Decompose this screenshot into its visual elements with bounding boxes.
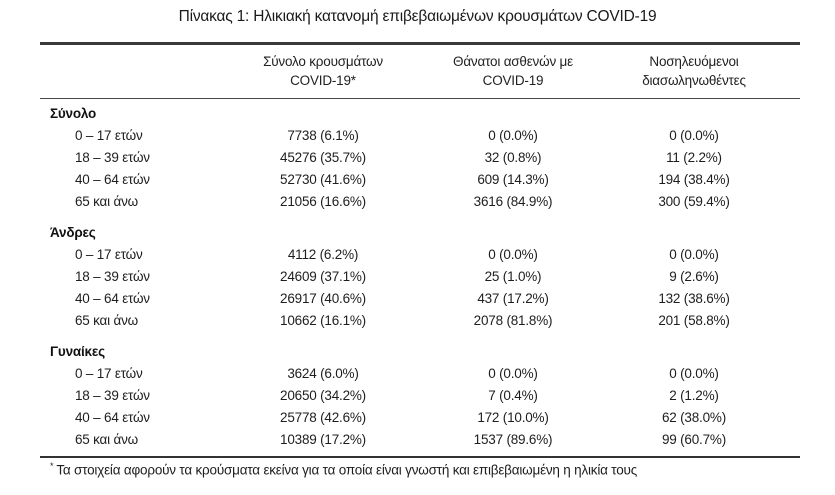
intubated-value: 0 (0.0%): [669, 128, 719, 143]
cases-value: 7738 (6.1%): [287, 128, 359, 143]
header-intubated-column: Νοσηλευόμενοι διασωληνωθέντες: [588, 52, 800, 90]
cases-value: 3624 (6.0%): [287, 366, 359, 381]
intubated-value: 99 (60.7%): [661, 432, 727, 447]
header-intubated-line2: διασωληνωθέντες: [642, 73, 746, 88]
age-group-label: 65 και άνω: [75, 313, 139, 328]
intubated-value: 11 (2.2%): [666, 150, 722, 165]
intubated-value: 132 (38.6%): [658, 291, 730, 306]
table-bottom-rule: [40, 456, 800, 458]
cases-value: 45276 (35.7%): [280, 150, 366, 165]
intubated-value: 62 (38.0%): [661, 410, 727, 425]
header-deaths-column: Θάνατοι ασθενών με COVID-19: [438, 52, 588, 90]
deaths-value: 25 (1.0%): [484, 269, 542, 284]
cases-value: 10662 (16.1%): [280, 313, 366, 328]
intubated-value: 9 (2.6%): [669, 269, 719, 284]
age-group-label: 40 – 64 ετών: [75, 291, 150, 306]
table-row: 65 και άνω 10662 (16.1%) 2078 (81.8%) 20…: [40, 310, 800, 332]
table-row: 18 – 39 ετών 24609 (37.1%) 25 (1.0%) 9 (…: [40, 266, 800, 288]
cases-value: 10389 (17.2%): [280, 432, 366, 447]
age-group-label: 18 – 39 ετών: [75, 150, 150, 165]
table-row: 0 – 17 ετών 3624 (6.0%) 0 (0.0%) 0 (0.0%…: [40, 363, 800, 385]
header-cases-column: Σύνολο κρουσμάτων COVID-19*: [208, 52, 438, 90]
footnote-asterisk-marker: *: [50, 461, 54, 471]
table-row: 40 – 64 ετών 26917 (40.6%) 437 (17.2%) 1…: [40, 288, 800, 310]
deaths-value: 609 (14.3%): [477, 172, 549, 187]
age-group-label: 0 – 17 ετών: [75, 247, 143, 262]
deaths-value: 32 (0.8%): [484, 150, 542, 165]
table-row: 65 και άνω 21056 (16.6%) 3616 (84.9%) 30…: [40, 191, 800, 213]
age-group-label: 65 και άνω: [75, 432, 139, 447]
table-row: 65 και άνω 10389 (17.2%) 1537 (89.6%) 99…: [40, 429, 800, 451]
section-women-label: Γυναίκες: [50, 344, 105, 359]
intubated-value: 300 (59.4%): [658, 194, 730, 209]
age-group-label: 0 – 17 ετών: [75, 366, 143, 381]
table-footnote: * Τα στοιχεία αφορούν τα κρούσματα εκείνα…: [40, 458, 800, 478]
age-group-label: 18 – 39 ετών: [75, 269, 150, 284]
intubated-value: 2 (1.2%): [669, 388, 719, 403]
table-row: 18 – 39 ετών 45276 (35.7%) 32 (0.8%) 11 …: [40, 147, 800, 169]
intubated-value: 0 (0.0%): [669, 247, 719, 262]
header-deaths-line2: COVID-19: [482, 73, 544, 88]
deaths-value: 7 (0.4%): [488, 388, 538, 403]
header-intubated-line1: Νοσηλευόμενοι: [649, 54, 739, 69]
table-row: 40 – 64 ετών 52730 (41.6%) 609 (14.3%) 1…: [40, 169, 800, 191]
header-separator-rule: [40, 98, 800, 99]
section-men-label: Άνδρες: [50, 225, 96, 240]
covid-age-distribution-table: Σύνολο κρουσμάτων COVID-19* Θάνατοι ασθε…: [40, 42, 800, 458]
age-group-label: 40 – 64 ετών: [75, 410, 150, 425]
table-title: Πίνακας 1: Ηλικιακή κατανομή επιβεβαιωμέ…: [178, 8, 657, 25]
deaths-value: 172 (10.0%): [477, 410, 549, 425]
deaths-value: 0 (0.0%): [488, 247, 538, 262]
intubated-value: 194 (38.4%): [658, 172, 730, 187]
deaths-value: 0 (0.0%): [488, 128, 538, 143]
table-row: 0 – 17 ετών 7738 (6.1%) 0 (0.0%) 0 (0.0%…: [40, 125, 800, 147]
age-group-label: 0 – 17 ετών: [75, 128, 143, 143]
cases-value: 24609 (37.1%): [280, 269, 366, 284]
table-header-row: Σύνολο κρουσμάτων COVID-19* Θάνατοι ασθε…: [40, 45, 800, 98]
section-women: Γυναίκες 0 – 17 ετών 3624 (6.0%) 0 (0.0%…: [40, 341, 800, 451]
cases-value: 52730 (41.6%): [280, 172, 366, 187]
deaths-value: 437 (17.2%): [477, 291, 549, 306]
intubated-value: 0 (0.0%): [669, 366, 719, 381]
age-group-label: 65 και άνω: [75, 194, 139, 209]
header-cases-line2: COVID-19*: [290, 73, 356, 88]
table-top-rule: [40, 42, 800, 45]
deaths-value: 1537 (89.6%): [473, 432, 553, 447]
section-total-label: Σύνολο: [50, 106, 97, 121]
cases-value: 26917 (40.6%): [280, 291, 366, 306]
section-total: Σύνολο 0 – 17 ετών 7738 (6.1%) 0 (0.0%) …: [40, 103, 800, 213]
table-row: 0 – 17 ετών 4112 (6.2%) 0 (0.0%) 0 (0.0%…: [40, 244, 800, 266]
cases-value: 25778 (42.6%): [280, 410, 366, 425]
cases-value: 21056 (16.6%): [280, 194, 366, 209]
intubated-value: 201 (58.8%): [658, 313, 730, 328]
footnote-text: Τα στοιχεία αφορούν τα κρούσματα εκείνα …: [56, 462, 638, 478]
header-deaths-line1: Θάνατοι ασθενών με: [453, 54, 573, 69]
age-group-label: 40 – 64 ετών: [75, 172, 150, 187]
age-group-label: 18 – 39 ετών: [75, 388, 150, 403]
deaths-value: 0 (0.0%): [488, 366, 538, 381]
deaths-value: 3616 (84.9%): [473, 194, 553, 209]
cases-value: 20650 (34.2%): [280, 388, 366, 403]
header-cases-line1: Σύνολο κρουσμάτων: [263, 54, 383, 69]
deaths-value: 2078 (81.8%): [473, 313, 553, 328]
table-row: 40 – 64 ετών 25778 (42.6%) 172 (10.0%) 6…: [40, 407, 800, 429]
cases-value: 4112 (6.2%): [287, 247, 359, 262]
table-row: 18 – 39 ετών 20650 (34.2%) 7 (0.4%) 2 (1…: [40, 385, 800, 407]
section-men: Άνδρες 0 – 17 ετών 4112 (6.2%) 0 (0.0%) …: [40, 222, 800, 332]
